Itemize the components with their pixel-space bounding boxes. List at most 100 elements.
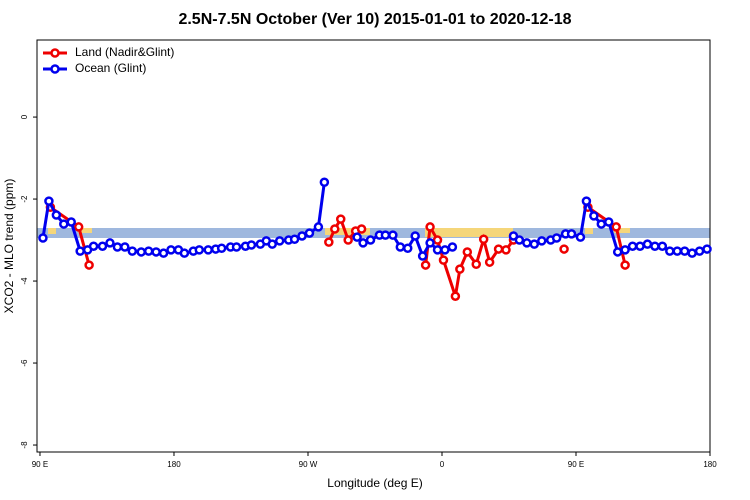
point <box>120 242 130 252</box>
point <box>432 235 443 245</box>
point <box>75 246 85 256</box>
point <box>365 235 376 245</box>
point <box>330 224 340 234</box>
y-tick-label: -4 <box>20 277 29 285</box>
surface-band <box>37 228 710 238</box>
point <box>566 229 577 239</box>
point <box>611 222 621 232</box>
point <box>44 196 54 206</box>
point <box>216 243 227 254</box>
x-tick-label: 90 W <box>299 460 318 469</box>
point <box>462 247 473 257</box>
point <box>657 241 668 251</box>
x-tick-label: 90 E <box>568 460 584 469</box>
point <box>620 245 630 255</box>
point <box>297 231 307 241</box>
point <box>73 222 84 232</box>
point <box>380 230 391 240</box>
point <box>59 219 69 229</box>
point <box>529 239 540 249</box>
point <box>484 257 495 267</box>
y-tick-label: 0 <box>20 114 29 119</box>
point <box>425 238 435 248</box>
point <box>635 241 645 251</box>
series <box>45 202 630 301</box>
point <box>581 196 592 206</box>
y-tick-label: -8 <box>20 441 29 449</box>
point <box>559 244 569 254</box>
point <box>514 235 525 245</box>
point <box>679 246 690 256</box>
point <box>575 232 586 242</box>
y-tick-label: -6 <box>20 359 29 367</box>
y-tick-label: -2 <box>20 195 29 203</box>
plot-frame <box>36 39 711 453</box>
point <box>604 217 614 227</box>
point <box>402 243 413 254</box>
point <box>537 236 547 246</box>
point <box>501 245 511 255</box>
legend-label: Land (Nadir&Glint) <box>75 45 174 59</box>
point <box>203 245 213 255</box>
point <box>395 242 406 252</box>
point <box>335 214 346 224</box>
point <box>455 264 465 274</box>
x-tick-label: 90 E <box>32 460 48 469</box>
point <box>84 260 94 270</box>
point <box>522 238 532 248</box>
point <box>194 245 205 255</box>
y-axis-label: XCO2 - MLO trend (ppm) <box>2 179 16 314</box>
x-tick-label: 180 <box>167 460 181 469</box>
point <box>105 238 115 248</box>
point <box>246 240 257 250</box>
legend-marker <box>50 64 60 74</box>
point <box>620 260 630 270</box>
point <box>702 244 712 254</box>
point <box>358 238 368 248</box>
point <box>665 246 675 256</box>
point <box>438 255 449 265</box>
point <box>143 246 154 256</box>
point <box>352 232 362 242</box>
series <box>38 177 712 261</box>
point <box>493 244 504 254</box>
x-tick-label: 180 <box>703 460 717 469</box>
point <box>551 233 562 243</box>
point <box>627 241 638 251</box>
point <box>38 233 48 243</box>
point <box>166 245 176 255</box>
chart-title: 2.5N-7.5N October (Ver 10) 2015-01-01 to… <box>178 11 571 28</box>
point <box>471 259 481 269</box>
point <box>112 242 123 252</box>
point <box>425 222 435 232</box>
point <box>313 222 324 232</box>
point <box>596 219 607 229</box>
point <box>642 239 653 249</box>
point <box>319 177 330 188</box>
point <box>589 211 599 221</box>
point <box>136 247 146 257</box>
point <box>447 242 458 252</box>
point <box>650 241 660 251</box>
point <box>158 248 169 258</box>
point <box>267 239 278 249</box>
point <box>612 247 623 257</box>
point <box>410 231 420 241</box>
point <box>440 245 450 255</box>
point <box>450 291 461 301</box>
point <box>231 242 242 252</box>
point <box>508 231 519 241</box>
legend-label: Ocean (Glint) <box>75 61 146 75</box>
point <box>97 241 108 251</box>
point <box>388 230 398 240</box>
point <box>672 246 682 256</box>
point <box>324 237 334 247</box>
point <box>66 217 76 227</box>
x-tick-label: 0 <box>440 460 445 469</box>
point <box>274 236 285 246</box>
point <box>356 224 367 234</box>
point <box>304 228 315 238</box>
point <box>127 246 138 256</box>
